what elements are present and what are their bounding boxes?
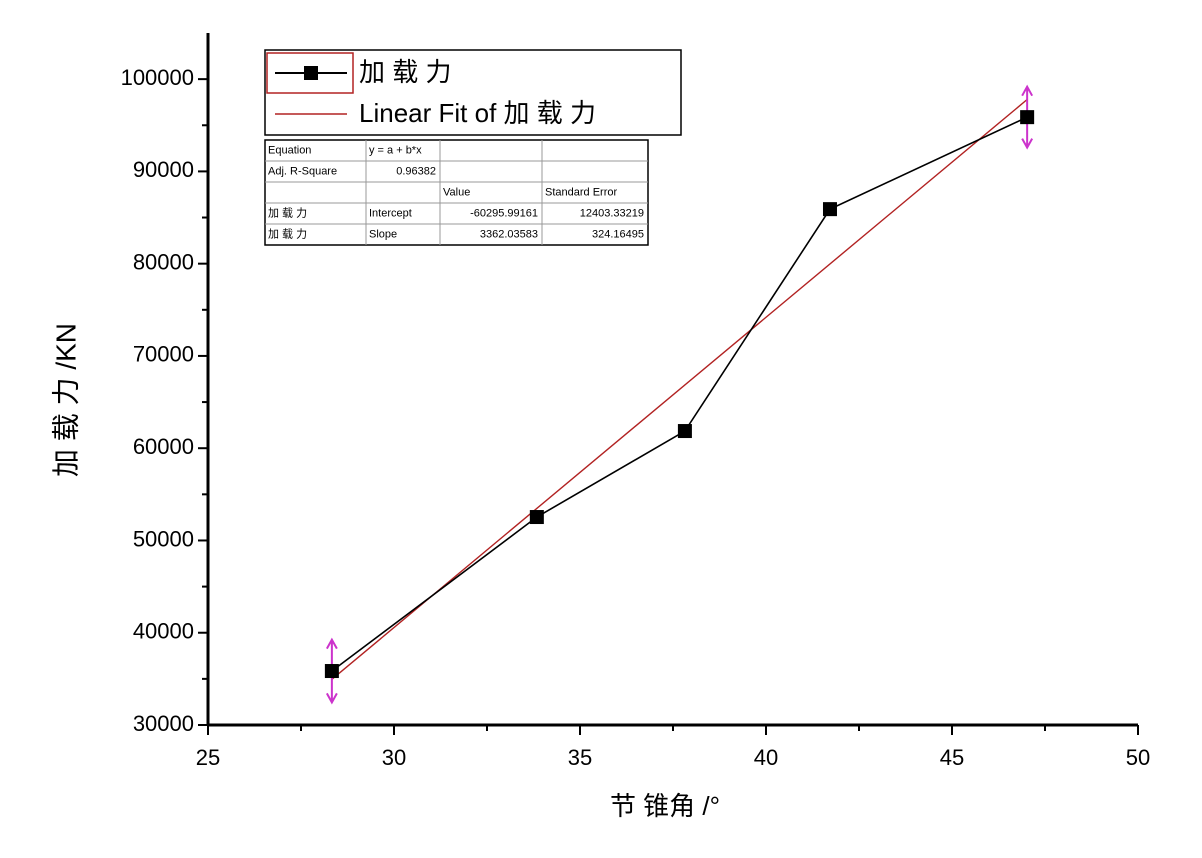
table-cell: 加 载 力 [268, 227, 307, 240]
table-cell: 12403.33219 [580, 207, 644, 219]
legend-marker [304, 66, 318, 80]
x-tick-label: 50 [1126, 745, 1150, 770]
x-tick-label: 40 [754, 745, 778, 770]
table-cell: Adj. R-Square [268, 165, 337, 177]
y-tick-label: 90000 [133, 157, 194, 182]
table-cell: 0.96382 [396, 165, 436, 177]
y-tick-label: 70000 [133, 342, 194, 367]
y-tick-label: 60000 [133, 434, 194, 459]
table-cell: Equation [268, 144, 311, 156]
table-cell: 324.16495 [592, 228, 644, 240]
table-cell: -60295.99161 [470, 207, 538, 219]
table-cell: Standard Error [545, 186, 617, 198]
y-tick-label: 40000 [133, 619, 194, 644]
series-line [331, 98, 1028, 680]
legend-sample-frame [266, 52, 354, 94]
y-tick-label: 80000 [133, 249, 194, 274]
table-cell: Slope [369, 228, 397, 240]
table-cell: y = a + b*x [369, 144, 422, 156]
table-frame [264, 139, 649, 246]
y-tick-label: 50000 [133, 526, 194, 551]
table-cell: 加 载 力 [268, 206, 307, 219]
data-point [822, 202, 837, 217]
table-cell: Value [443, 186, 470, 198]
y-tick-label: 100000 [121, 65, 194, 90]
x-tick-label: 30 [382, 745, 406, 770]
y-axis-title: 加 载 力 /KN [50, 323, 81, 477]
x-axis-title: 节 锥角 /° [610, 791, 720, 821]
data-point [529, 510, 544, 525]
legend-label: Linear Fit of 加 载 力 [359, 98, 596, 128]
data-point [677, 424, 692, 439]
y-tick-label: 30000 [133, 711, 194, 736]
legend-label: 加 载 力 [359, 57, 451, 87]
x-tick-label: 35 [568, 745, 592, 770]
table-cell: 3362.03583 [480, 228, 538, 240]
data-point [324, 664, 339, 679]
table-cell: Intercept [369, 207, 412, 219]
x-tick-label: 45 [940, 745, 964, 770]
x-tick-label: 25 [196, 745, 220, 770]
data-point [1020, 110, 1035, 125]
